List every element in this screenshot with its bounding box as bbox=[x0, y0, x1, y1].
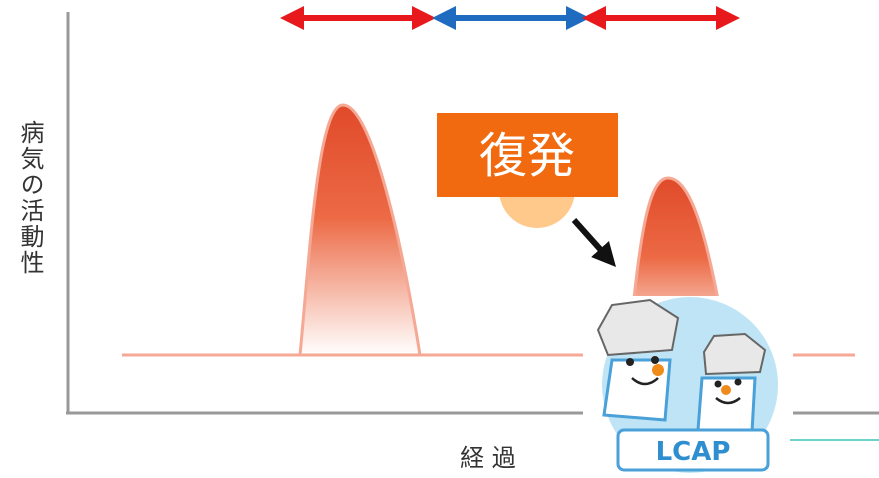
y-axis-label: 病気の活動性 bbox=[16, 120, 44, 276]
callout-box bbox=[437, 113, 618, 197]
mascot: LCAP bbox=[583, 296, 879, 478]
mouth bbox=[715, 397, 741, 405]
nose bbox=[652, 364, 664, 376]
banner bbox=[616, 428, 770, 472]
eye bbox=[626, 358, 634, 366]
mascot-body bbox=[602, 358, 672, 422]
eye bbox=[651, 356, 659, 364]
pointer-arrow bbox=[571, 217, 617, 267]
banner-text: LCAP bbox=[656, 437, 731, 467]
mascot-head bbox=[702, 332, 767, 376]
eye bbox=[714, 380, 722, 388]
callout: 復発 bbox=[479, 128, 575, 184]
x-axis-label: 経 過 bbox=[460, 444, 516, 472]
nose bbox=[721, 385, 731, 395]
activity-peak bbox=[298, 103, 422, 357]
mouth bbox=[631, 377, 659, 386]
eye bbox=[734, 378, 742, 386]
mascot-head bbox=[596, 298, 680, 357]
